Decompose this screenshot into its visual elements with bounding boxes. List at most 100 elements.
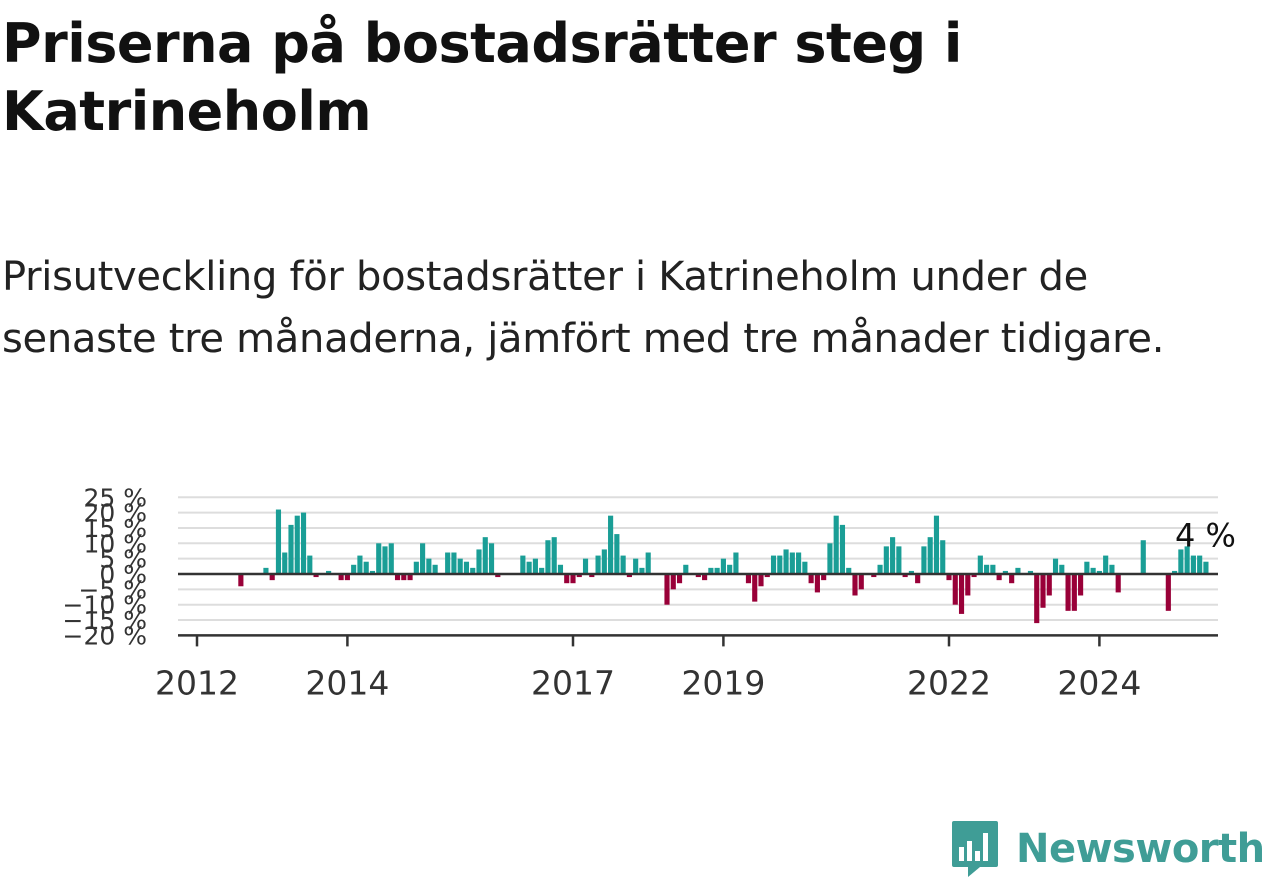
bar xyxy=(401,574,407,581)
bar xyxy=(300,512,307,574)
y-tick-label: −10 % xyxy=(63,591,147,620)
x-tick-label: 2017 xyxy=(531,663,615,702)
bar xyxy=(714,567,720,574)
bar xyxy=(539,567,545,574)
bar xyxy=(551,537,557,574)
y-tick-label: 0 % xyxy=(99,560,147,589)
bar xyxy=(557,564,564,574)
bar xyxy=(777,555,783,574)
bar xyxy=(971,574,977,578)
bar xyxy=(476,549,482,574)
y-tick-label: −5 % xyxy=(78,575,147,604)
bar xyxy=(1071,574,1077,611)
bar xyxy=(388,543,394,574)
bar xyxy=(676,574,683,584)
newsworthy-logo-icon xyxy=(952,821,998,877)
bar xyxy=(589,574,595,578)
bar xyxy=(764,574,770,578)
bar xyxy=(1165,574,1171,611)
bar xyxy=(1115,574,1121,593)
bar xyxy=(846,567,852,574)
bar xyxy=(908,570,914,574)
bar xyxy=(420,543,426,574)
bar xyxy=(1059,564,1065,574)
bar xyxy=(1096,570,1102,574)
y-tick-label: −20 % xyxy=(63,621,147,650)
bar xyxy=(614,534,620,574)
bar xyxy=(821,574,827,581)
bar xyxy=(263,567,269,574)
bar xyxy=(545,540,551,574)
bar xyxy=(858,574,864,590)
bar xyxy=(520,555,526,574)
bar xyxy=(1046,574,1052,596)
bar xyxy=(990,564,996,574)
bar xyxy=(958,574,965,614)
bar xyxy=(294,515,300,574)
bar xyxy=(526,561,532,574)
brand: Newsworthy xyxy=(950,818,1262,880)
bar xyxy=(269,574,275,581)
bar xyxy=(1084,561,1090,574)
bar xyxy=(532,558,538,574)
bar xyxy=(796,552,802,574)
bar xyxy=(608,515,614,574)
bar xyxy=(307,555,313,574)
bar xyxy=(282,552,288,574)
bar xyxy=(783,549,789,574)
bar xyxy=(745,574,752,584)
bar xyxy=(445,552,451,574)
bar xyxy=(457,558,463,574)
bar xyxy=(965,574,971,596)
bar xyxy=(758,574,764,587)
bar xyxy=(470,567,476,574)
axes xyxy=(178,572,1218,647)
bar xyxy=(1172,570,1178,574)
bar xyxy=(344,574,350,581)
bar xyxy=(802,561,808,574)
bar xyxy=(808,574,814,584)
bar xyxy=(871,574,877,578)
bar xyxy=(407,574,413,581)
bar xyxy=(1190,555,1196,574)
bar xyxy=(915,574,921,584)
bar xyxy=(1090,567,1096,574)
x-tick-label: 2024 xyxy=(1057,663,1141,702)
bar xyxy=(564,574,570,584)
bar xyxy=(363,561,369,574)
bar xyxy=(576,574,582,578)
bar xyxy=(890,537,896,574)
bar xyxy=(376,543,382,574)
bar xyxy=(814,574,820,593)
bar xyxy=(933,515,940,574)
bar xyxy=(683,564,689,574)
bar xyxy=(940,540,946,574)
bar xyxy=(1065,574,1071,611)
x-tick-label: 2014 xyxy=(305,663,389,702)
bar xyxy=(488,543,495,574)
bar xyxy=(620,555,626,574)
bar xyxy=(238,574,244,587)
bar xyxy=(351,564,357,574)
bar xyxy=(921,546,927,574)
bar xyxy=(394,574,401,581)
bar xyxy=(952,574,958,605)
bar xyxy=(313,574,319,578)
bar xyxy=(1040,574,1046,608)
bar xyxy=(645,552,651,574)
bar xyxy=(1034,574,1040,624)
bar xyxy=(369,570,376,574)
bar xyxy=(883,546,889,574)
y-tick-label: 15 % xyxy=(83,514,147,543)
y-tick-label: −15 % xyxy=(63,606,147,635)
bar xyxy=(601,549,607,574)
bar xyxy=(946,574,952,581)
bar xyxy=(1103,555,1109,574)
bar xyxy=(852,574,858,596)
bar-chart: 25 %20 %15 %10 %5 %0 %−5 %−10 %−15 %−20 … xyxy=(63,483,1236,702)
bar xyxy=(1109,564,1115,574)
bar xyxy=(752,574,758,602)
chart-title: Priserna på bostadsrätter steg i Katrine… xyxy=(2,12,962,143)
bar xyxy=(432,564,438,574)
brand-name: Newsworthy xyxy=(1016,826,1262,872)
